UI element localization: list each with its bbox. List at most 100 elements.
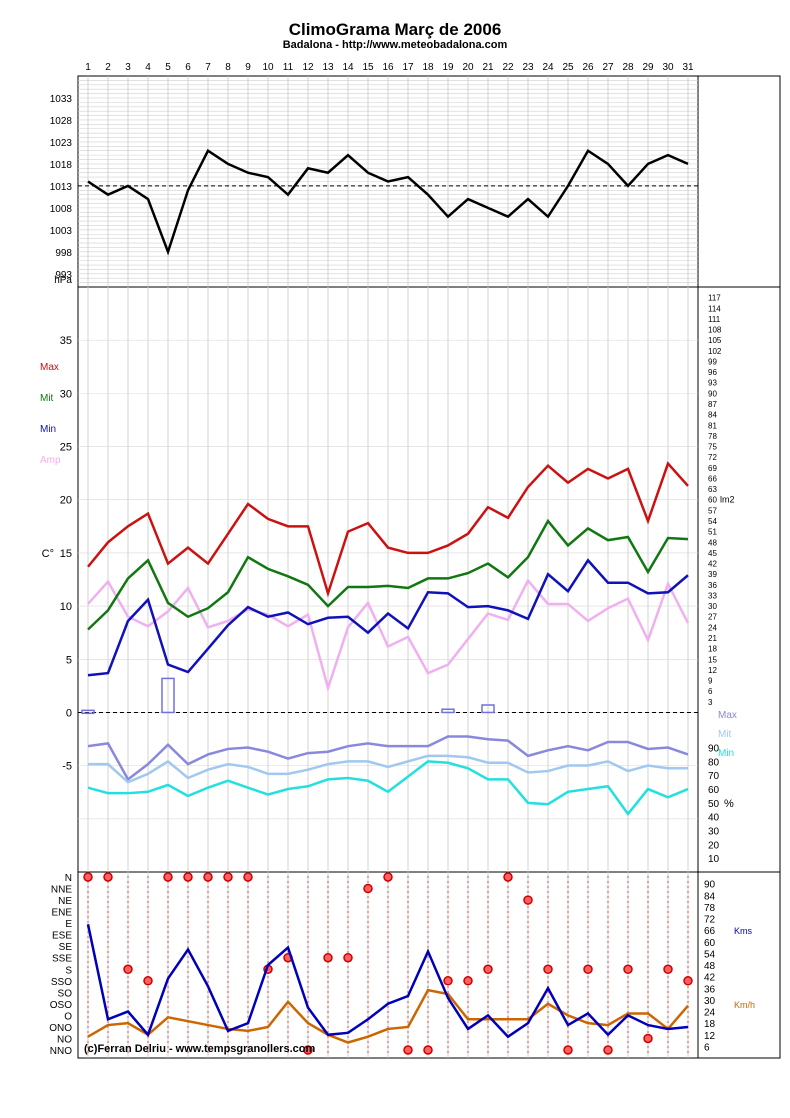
rain-tick-label: 72	[708, 453, 717, 462]
dominant-direction-marker	[223, 872, 233, 882]
dominant-direction-marker	[243, 872, 253, 882]
labels-layer: 1 2 3 4 5 6 7 8 9 10 11 12 13 14 15 16 17 18 19 20 21 22 23 24 2…	[40, 62, 755, 1057]
temp-tick-label: 30	[60, 388, 72, 400]
wind-direction-label: SO	[58, 988, 73, 999]
dominant-direction-marker	[523, 895, 533, 905]
wind-speed-tick-label: 48	[704, 961, 716, 972]
chart-title: ClimoGrama Març de 2006	[288, 20, 502, 39]
rain-bar	[161, 677, 175, 714]
rain-tick-label: 66	[708, 474, 717, 483]
day-tick-label: 24	[542, 62, 554, 73]
rain-tick-label: 78	[708, 432, 717, 441]
pressure-tick-label: 1003	[50, 226, 73, 237]
wind-direction-label: ESE	[52, 931, 72, 942]
grid-layer	[77, 75, 781, 1059]
wind-speed-tick-label: 30	[704, 996, 716, 1007]
dominant-direction-marker	[163, 872, 173, 882]
day-tick-label: 12	[302, 62, 314, 73]
wind-speed-tick-label: 54	[704, 949, 716, 960]
rain-tick-label: 60	[708, 496, 717, 505]
rain-unit-label: lm2	[720, 495, 735, 505]
wind-speed-tick-label: 36	[704, 984, 716, 995]
wind-legend-kmh: Km/h	[734, 1000, 755, 1010]
wind-direction-label: SSO	[51, 977, 72, 988]
dominant-direction-marker	[343, 952, 353, 963]
dominant-direction-marker	[303, 1045, 313, 1055]
dominant-direction-marker	[183, 872, 193, 882]
temp-line-min	[87, 558, 689, 677]
rain-tick-label: 21	[708, 634, 717, 643]
day-tick-label: 25	[562, 62, 574, 73]
rain-tick-label: 12	[708, 666, 717, 675]
day-tick-label: 19	[442, 62, 454, 73]
humidity-tick-label: 70	[708, 771, 720, 782]
temp-tick-label: 15	[60, 548, 72, 560]
wind-direction-label: NO	[57, 1034, 72, 1045]
dominant-direction-marker	[543, 964, 553, 975]
dominant-direction-marker	[123, 964, 133, 975]
day-tick-label: 6	[185, 62, 191, 73]
rain-tick-label: 15	[708, 655, 717, 664]
day-tick-label: 7	[205, 62, 211, 73]
dominant-direction-marker	[563, 1045, 573, 1055]
wind-speed-tick-label: 18	[704, 1019, 716, 1030]
wind-direction-label: O	[64, 1011, 72, 1022]
rain-tick-label: 99	[708, 357, 717, 366]
wind-direction-label: S	[65, 965, 72, 976]
day-tick-label: 29	[642, 62, 654, 73]
pressure-tick-label: 1028	[50, 116, 73, 127]
rain-tick-label: 75	[708, 443, 717, 452]
day-tick-label: 27	[602, 62, 614, 73]
wind-line-kmh	[87, 988, 689, 1044]
pressure-tick-label: 993	[55, 270, 72, 281]
temp-line-max	[87, 461, 689, 598]
rain-tick-label: 108	[708, 326, 722, 335]
chart-subtitle: Badalona - http://www.meteobadalona.com	[282, 39, 508, 51]
rain-tick-label: 102	[708, 347, 722, 356]
humidity-unit-label: %	[724, 798, 734, 810]
temp-axis-label: C°	[42, 548, 54, 560]
rain-tick-label: 51	[708, 528, 717, 537]
humidity-tick-label: 60	[708, 785, 720, 796]
dominant-direction-marker	[463, 976, 473, 986]
rain-tick-label: 87	[708, 400, 717, 409]
wind-speed-tick-label: 42	[704, 973, 716, 984]
pressure-tick-label: 1023	[50, 138, 73, 149]
wind-direction-label: ONO	[49, 1023, 72, 1034]
rain-tick-label: 42	[708, 560, 717, 569]
wind-line-kms	[86, 924, 689, 1039]
wind-direction-label: N	[65, 873, 72, 884]
humidity-tick-label: 20	[708, 840, 720, 851]
humidity-legend-min: Min	[718, 748, 734, 759]
rain-bar	[481, 704, 495, 714]
wind-speed-tick-label: 12	[704, 1031, 716, 1042]
rain-tick-label: 27	[708, 613, 717, 622]
day-tick-label: 26	[582, 62, 594, 73]
rain-tick-label: 111	[708, 315, 721, 324]
wind-direction-label: NNO	[50, 1046, 72, 1057]
rain-tick-label: 30	[708, 602, 717, 611]
temp-tick-label: 25	[60, 442, 72, 454]
dominant-direction-marker	[643, 1033, 653, 1044]
dominant-direction-marker	[383, 872, 393, 882]
wind-speed-tick-label: 66	[704, 926, 716, 937]
rain-tick-label: 105	[708, 336, 722, 345]
rain-tick-label: 45	[708, 549, 717, 558]
day-tick-label: 10	[262, 62, 274, 73]
dominant-direction-marker	[363, 883, 373, 894]
temp-line-amp	[87, 578, 690, 693]
day-tick-label: 28	[622, 62, 634, 73]
dominant-direction-marker	[83, 872, 93, 882]
pressure-axis-label: hPa	[54, 275, 72, 286]
rain-tick-label: 24	[708, 623, 717, 632]
rain-bar	[441, 708, 455, 714]
humidity-tick-label: 40	[708, 813, 720, 824]
humidity-line-mit	[88, 754, 688, 784]
wind-legend-kms: Kms	[734, 926, 753, 936]
dominant-direction-marker	[143, 976, 153, 986]
dominant-direction-marker	[663, 964, 673, 975]
temp-tick-label: 10	[60, 601, 72, 613]
pressure-tick-label: 1008	[50, 204, 73, 215]
rain-bar	[81, 709, 95, 715]
